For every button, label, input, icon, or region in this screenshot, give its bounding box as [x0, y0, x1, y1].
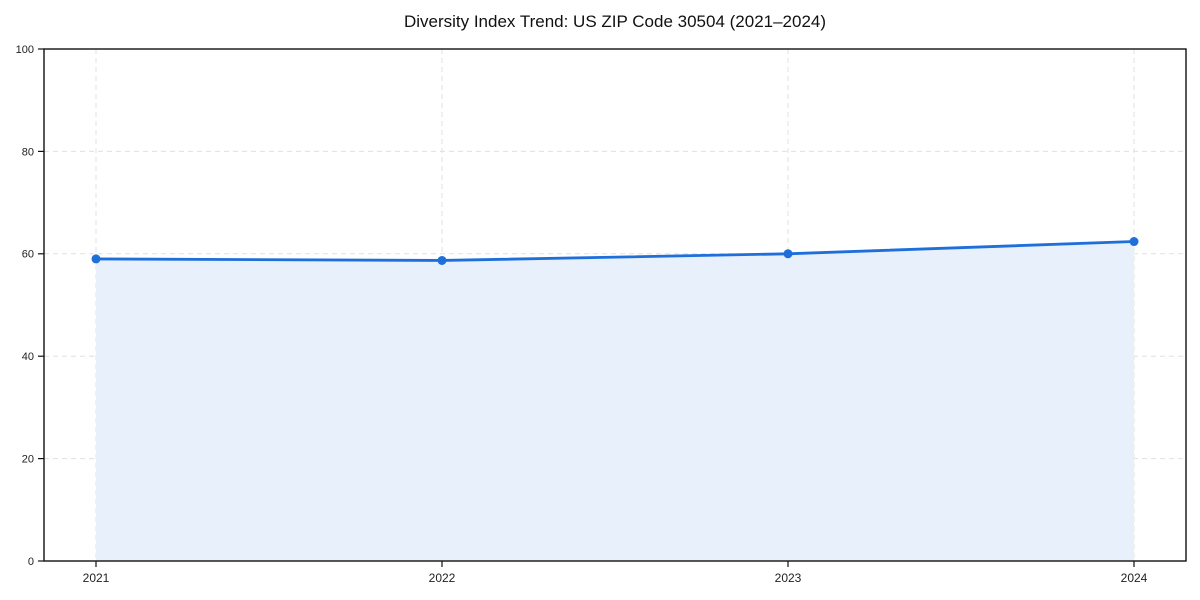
x-tick-label: 2023	[775, 571, 802, 585]
chart-title: Diversity Index Trend: US ZIP Code 30504…	[403, 12, 827, 31]
y-tick-label: 60	[22, 249, 34, 261]
y-tick-label: 100	[16, 44, 34, 56]
trend-line	[94, 240, 1136, 262]
y-tick-label: 80	[22, 146, 34, 158]
y-tick-label: 0	[28, 556, 34, 568]
x-tick-label: 2022	[429, 571, 456, 585]
area-fill	[96, 241, 1134, 561]
x-tick-label: 2024	[1121, 571, 1148, 585]
plot-frame	[43, 48, 1187, 562]
data-point-2023	[783, 249, 793, 259]
data-point-2022	[437, 255, 447, 265]
y-tick-label: 40	[22, 351, 34, 363]
x-tick-label: 2021	[83, 571, 110, 585]
data-point-2024	[1129, 237, 1139, 247]
y-tick-label: 20	[22, 453, 34, 465]
data-point-2021	[91, 254, 101, 264]
